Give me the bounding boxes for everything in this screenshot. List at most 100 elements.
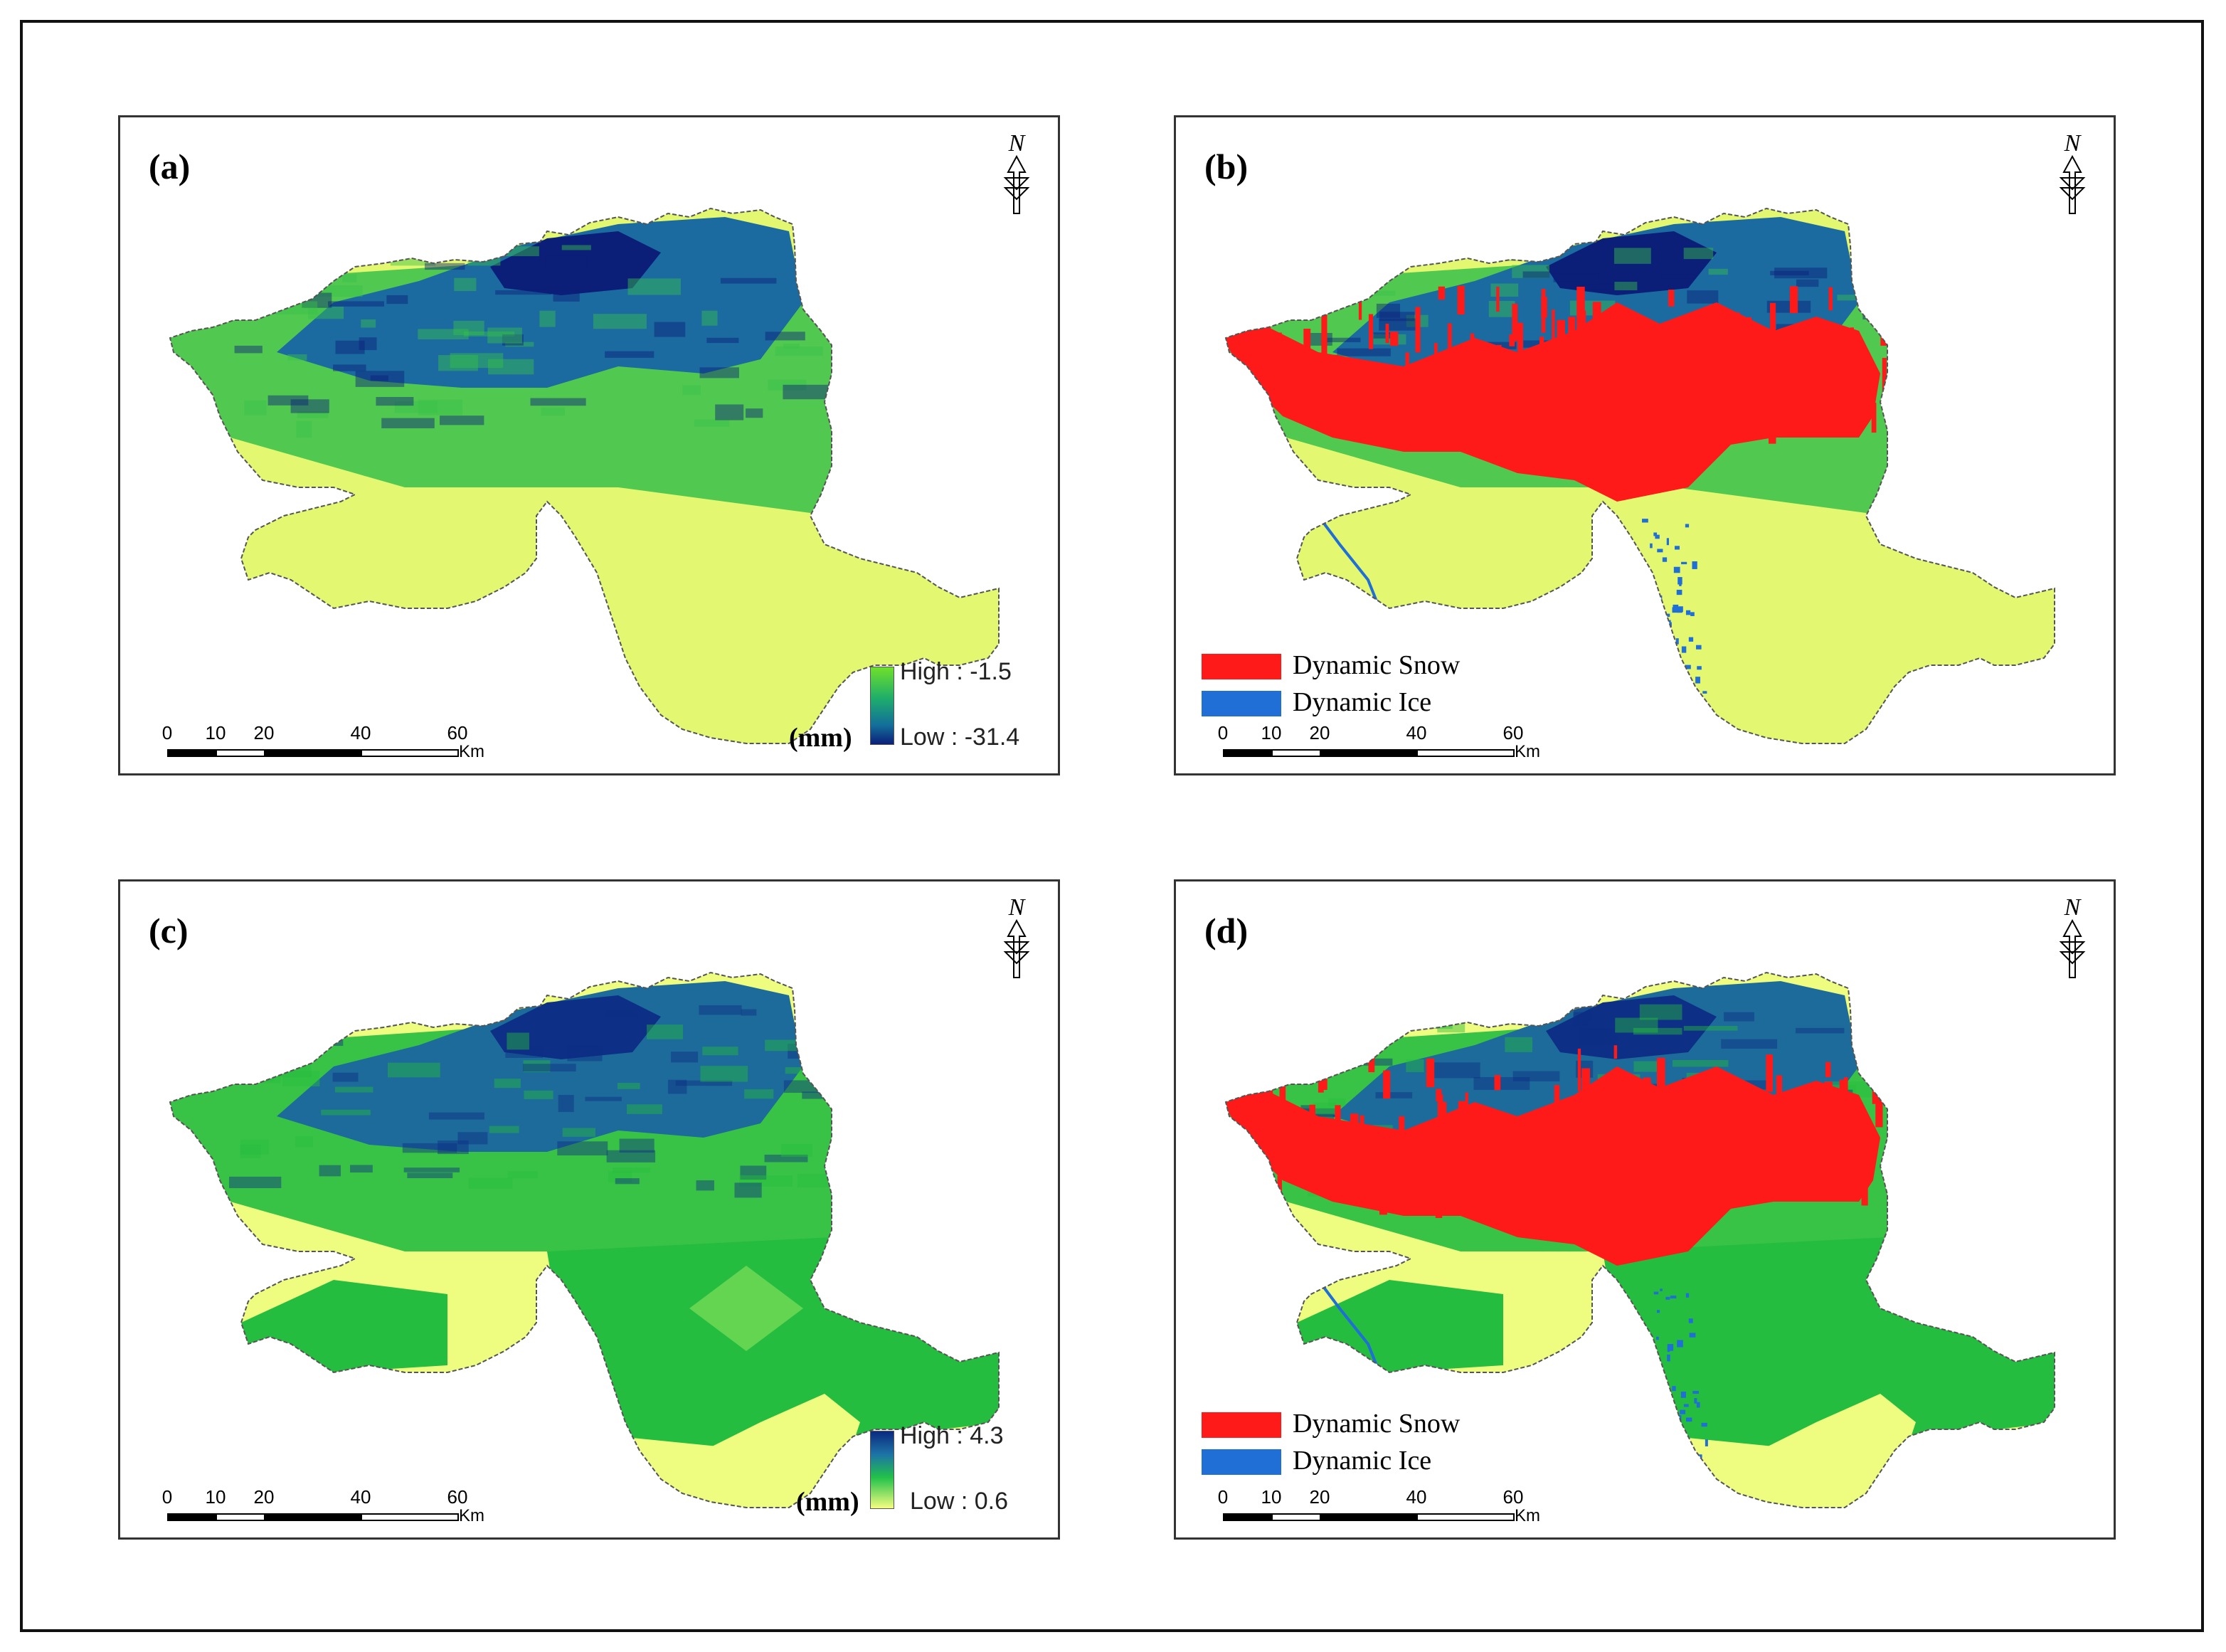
snow-streak — [1786, 1163, 1793, 1182]
scale-tick: 60 — [1502, 1486, 1524, 1508]
ice-speck — [1663, 1483, 1668, 1487]
terrain-texture — [424, 263, 465, 270]
ice-speck — [1680, 676, 1685, 679]
terrain-texture — [562, 1128, 596, 1137]
snow-streak — [1493, 385, 1497, 405]
terrain-texture — [438, 355, 478, 371]
scale-segment — [264, 749, 362, 757]
terrain-texture — [1490, 283, 1519, 297]
ice-speck — [1685, 610, 1691, 615]
terrain-texture — [706, 337, 739, 344]
scale-segment — [1271, 749, 1321, 757]
snow-streak — [1823, 1145, 1830, 1165]
ice-speck — [1674, 1426, 1680, 1432]
scale-unit: Km — [459, 742, 484, 761]
snow-streak — [1808, 339, 1812, 372]
ice-speck — [1673, 604, 1679, 612]
ice-speck — [1706, 1493, 1712, 1498]
ice-speck — [1696, 1402, 1700, 1408]
terrain-texture — [1313, 1102, 1337, 1115]
snow-streak — [1438, 286, 1446, 300]
terrain-texture — [355, 371, 405, 387]
terrain-texture — [619, 1138, 654, 1153]
scale-segment — [1223, 749, 1273, 757]
terrain-texture — [234, 345, 263, 354]
terrain-texture — [464, 331, 515, 337]
terrain-texture — [612, 1167, 651, 1173]
snow-streak — [1525, 1135, 1533, 1158]
map-panel-d: (d) N 0 10 20 40 60 Km Dynamic Snow Dynamic I… — [1174, 879, 2116, 1540]
snow-streak — [1575, 1186, 1583, 1204]
ice-speck — [1667, 1354, 1670, 1362]
terrain-texture — [617, 1083, 640, 1089]
snow-streak — [1262, 324, 1271, 349]
terrain-texture — [1661, 274, 1696, 279]
ice-speck — [1702, 1505, 1708, 1508]
snow-streak — [1411, 1145, 1416, 1165]
map-region-a — [169, 207, 1000, 744]
snow-streak — [1315, 400, 1320, 415]
scale-tick: 60 — [447, 1486, 468, 1508]
terrain-texture — [530, 398, 586, 406]
snow-streak — [1641, 418, 1646, 435]
snow-streak — [1470, 333, 1475, 349]
snow-streak — [1437, 1094, 1443, 1128]
ice-speck — [1670, 655, 1675, 660]
terrain-texture — [524, 1090, 553, 1099]
snow-streak — [1567, 340, 1575, 361]
snow-streak — [1284, 284, 1293, 317]
terrain-texture — [783, 384, 838, 400]
ice-speck — [1683, 1404, 1689, 1407]
terrain-texture — [1613, 248, 1651, 264]
panel-label: (c) — [149, 911, 189, 951]
terrain-texture — [1683, 248, 1714, 260]
snow-streak — [1824, 1081, 1833, 1118]
snow-streak — [1358, 291, 1362, 320]
ice-speck — [1641, 1336, 1647, 1340]
figure-frame: (a) N 0 10 20 40 60 Km High : -1.5 Low : -31.… — [20, 20, 2204, 1632]
legend-unit: (mm) — [789, 723, 852, 753]
scale-unit: Km — [1515, 742, 1540, 761]
terrain-texture — [1431, 1003, 1488, 1017]
ice-speck — [1688, 1318, 1693, 1323]
snow-streak — [1337, 393, 1345, 422]
snow-streak — [1435, 1183, 1443, 1219]
terrain-texture — [700, 1066, 748, 1082]
ice-speck — [1680, 1409, 1686, 1414]
diamond-anomaly — [689, 1266, 803, 1351]
ice-speck — [1694, 1398, 1697, 1404]
terrain-texture — [799, 1009, 824, 1021]
ice-speck — [1679, 583, 1682, 586]
terrain-texture — [699, 1005, 742, 1015]
terrain-texture — [328, 301, 384, 307]
snow-streak — [1520, 1160, 1529, 1172]
ice-speck — [1681, 561, 1687, 565]
scale-tick: 40 — [1406, 1486, 1427, 1508]
ice-speck — [1658, 1458, 1664, 1463]
ice-speck — [1695, 677, 1700, 684]
ice-speck — [1648, 1422, 1653, 1430]
ice-speck — [1697, 666, 1702, 670]
terrain-texture — [523, 1060, 551, 1072]
terrain-texture — [495, 290, 551, 295]
ice-speck — [1650, 543, 1653, 549]
ice-speck — [1701, 1422, 1707, 1427]
terrain-texture — [593, 314, 647, 329]
ice-speck — [1661, 620, 1665, 625]
snow-streak — [1353, 282, 1360, 297]
terrain-texture — [1318, 1048, 1372, 1059]
scale-bar: 0 10 20 40 60 Km — [1202, 722, 1540, 765]
legend-label: Dynamic Snow — [1293, 1409, 1461, 1439]
snow-streak — [1457, 285, 1465, 315]
ice-swatch — [1202, 1449, 1281, 1475]
ice-speck — [1672, 655, 1678, 662]
snow-streak — [1682, 1089, 1688, 1133]
snow-streak — [1557, 1153, 1561, 1175]
dynamic-snow-area — [1226, 302, 1880, 502]
ice-speck — [1680, 1391, 1686, 1398]
terrain-texture — [675, 1080, 733, 1086]
terrain-texture — [297, 411, 329, 418]
terrain-texture — [370, 375, 388, 381]
ice-speck — [1661, 1451, 1665, 1457]
terrain-texture — [228, 1176, 282, 1189]
